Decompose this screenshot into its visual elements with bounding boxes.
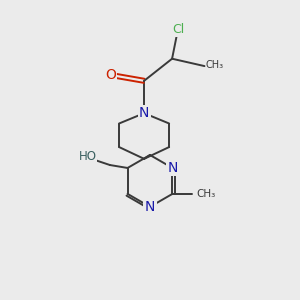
- Text: Cl: Cl: [172, 23, 184, 36]
- Text: HO: HO: [79, 150, 97, 163]
- Text: N: N: [145, 200, 155, 214]
- Text: CH₃: CH₃: [206, 60, 224, 70]
- Text: O: O: [105, 68, 116, 82]
- Text: N: N: [139, 106, 149, 120]
- Text: CH₃: CH₃: [196, 189, 215, 199]
- Text: N: N: [167, 161, 178, 175]
